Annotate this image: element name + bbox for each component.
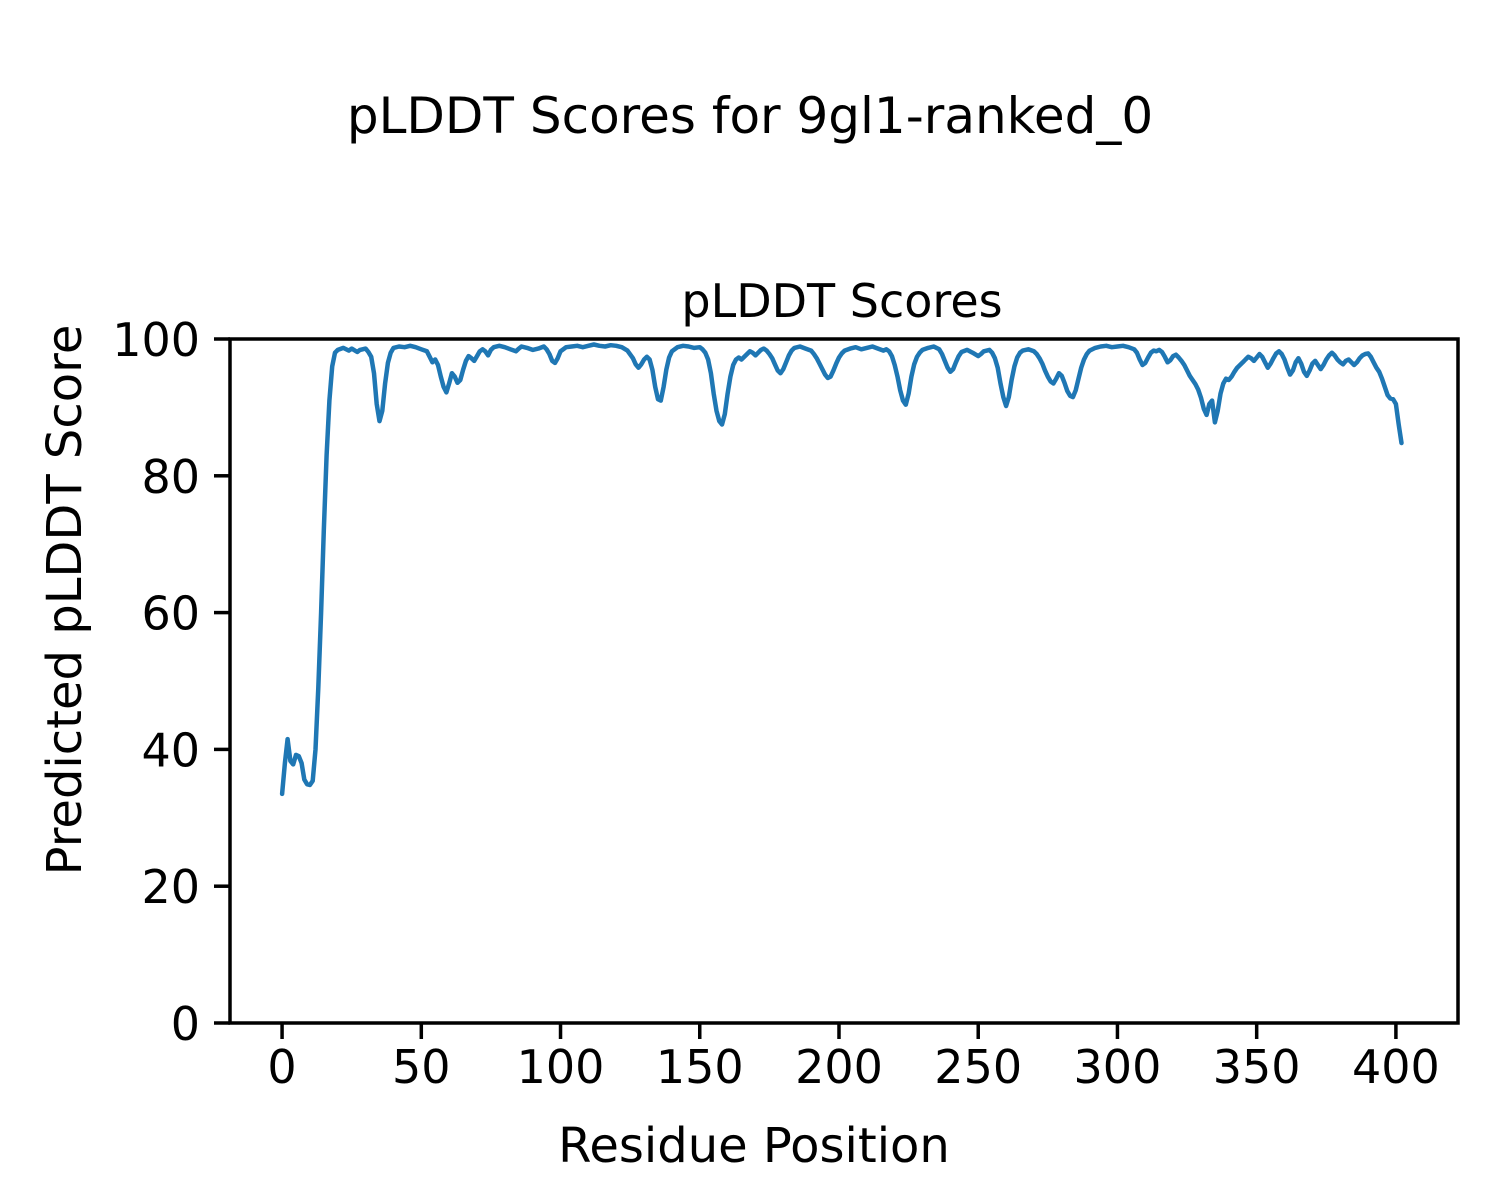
x-tick-label: 150 bbox=[656, 1040, 744, 1094]
axes-frame bbox=[228, 337, 1460, 1025]
y-tick-label: 0 bbox=[171, 997, 200, 1051]
plddt-line-series bbox=[279, 342, 1404, 797]
x-tick-label: 50 bbox=[392, 1040, 451, 1094]
x-tick-label: 400 bbox=[1352, 1040, 1440, 1094]
y-tick-label: 20 bbox=[141, 860, 200, 914]
y-axis-label: Predicted pLDDT Score bbox=[37, 325, 93, 876]
axes-title: pLDDT Scores bbox=[681, 274, 1002, 328]
y-tick-label: 60 bbox=[141, 587, 200, 641]
x-tick-label: 100 bbox=[517, 1040, 605, 1094]
axis-ticks bbox=[214, 337, 1398, 1039]
figure-suptitle: pLDDT Scores for 9gl1-ranked_0 bbox=[347, 87, 1153, 145]
x-tick-label: 0 bbox=[267, 1040, 296, 1094]
tick-labels: 0 50 100 150 200 250 300 350 400 0 20 40 60 80 100 bbox=[112, 313, 1440, 1094]
y-tick-label: 40 bbox=[141, 723, 200, 777]
x-tick-label: 350 bbox=[1213, 1040, 1301, 1094]
x-tick-label: 250 bbox=[934, 1040, 1022, 1094]
x-axis-label: Residue Position bbox=[558, 1118, 950, 1174]
y-tick-label: 80 bbox=[141, 450, 200, 504]
x-tick-label: 300 bbox=[1074, 1040, 1162, 1094]
y-tick-label: 100 bbox=[112, 313, 200, 367]
x-tick-label: 200 bbox=[795, 1040, 883, 1094]
axes-spines bbox=[228, 337, 1460, 1025]
